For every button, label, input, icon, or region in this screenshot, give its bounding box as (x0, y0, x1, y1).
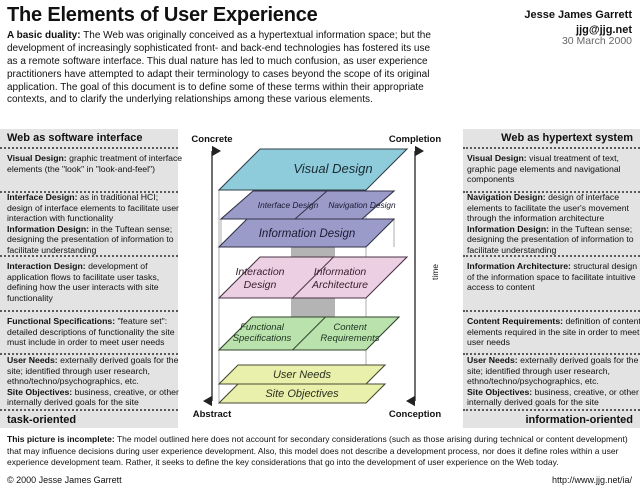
svg-text:Design: Design (244, 279, 277, 291)
svg-text:Requirements: Requirements (320, 333, 379, 344)
svg-text:Completion: Completion (389, 134, 441, 145)
svg-text:Information: Information (314, 266, 367, 278)
svg-text:Interface Design: Interface Design (258, 200, 319, 210)
svg-text:Architecture: Architecture (311, 279, 368, 291)
svg-text:Information Design: Information Design (259, 228, 356, 240)
svg-text:Content: Content (333, 322, 367, 333)
svg-text:Specifications: Specifications (233, 333, 292, 344)
svg-text:Site Objectives: Site Objectives (265, 388, 339, 400)
svg-text:Visual Design: Visual Design (293, 161, 372, 176)
svg-text:time: time (430, 264, 440, 280)
svg-text:Abstract: Abstract (193, 409, 232, 420)
svg-text:Navigation Design: Navigation Design (328, 200, 396, 210)
svg-text:Functional: Functional (240, 322, 285, 333)
svg-text:Conception: Conception (389, 409, 441, 420)
svg-text:User Needs: User Needs (273, 369, 332, 381)
svg-text:Concrete: Concrete (191, 134, 232, 145)
svg-text:Interaction: Interaction (235, 266, 284, 278)
